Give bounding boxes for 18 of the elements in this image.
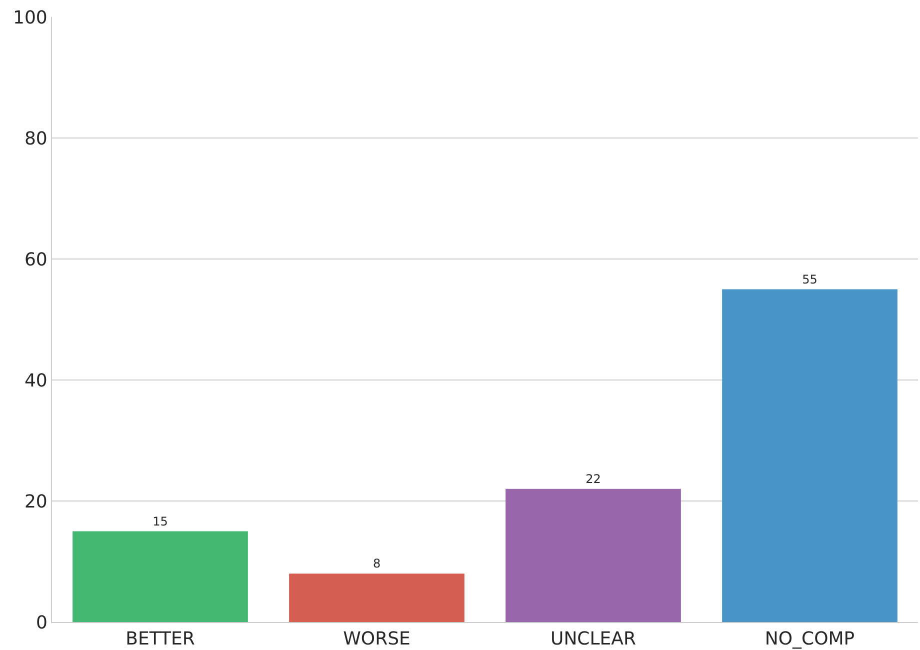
data-label: 22: [586, 472, 601, 486]
y-tick-label: 60: [24, 249, 48, 270]
y-tick-label: 80: [24, 128, 48, 150]
y-tick-label: 0: [36, 612, 48, 634]
y-tick-label: 100: [13, 7, 48, 28]
data-label: 15: [152, 514, 168, 528]
x-tick-label: NO_COMP: [764, 628, 855, 650]
data-label: 8: [372, 556, 381, 571]
bar: [72, 531, 248, 622]
data-label: 55: [802, 272, 818, 286]
x-tick-label: WORSE: [343, 628, 410, 650]
y-tick-label: 40: [24, 370, 48, 392]
x-tick-label: UNCLEAR: [550, 628, 636, 650]
bar: [722, 289, 898, 622]
bar: [289, 574, 464, 622]
x-tick-label: BETTER: [126, 628, 195, 650]
y-tick-label: 20: [24, 491, 48, 512]
bar: [506, 488, 681, 622]
